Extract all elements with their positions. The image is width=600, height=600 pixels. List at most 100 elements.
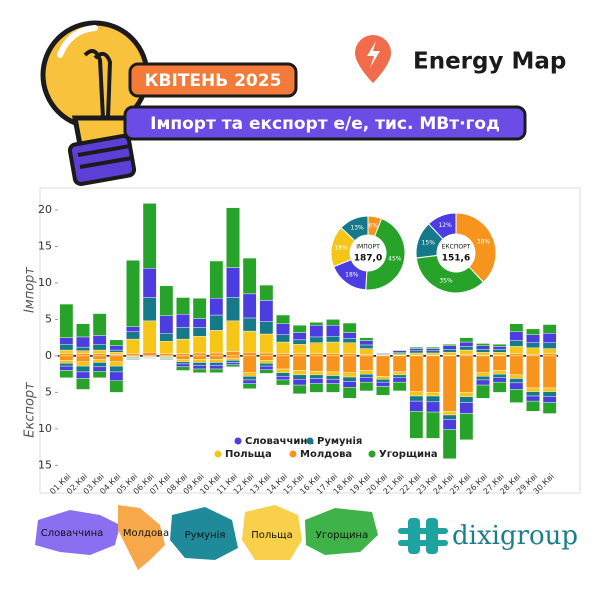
legend-swatch (214, 450, 222, 458)
bar-export (226, 364, 240, 368)
bar-export (109, 371, 124, 381)
bar-import (226, 351, 240, 357)
bar-import (442, 344, 457, 346)
bar-import (176, 327, 190, 340)
bar-export (326, 379, 340, 384)
bar-import (126, 260, 140, 327)
y-tick-label: 10 (38, 422, 52, 435)
bar-export (526, 400, 540, 412)
bulb-icon (40, 20, 150, 186)
bar-import (342, 338, 357, 343)
bar-import (259, 284, 274, 301)
brand: Energy Map (413, 49, 566, 75)
bar-import (142, 203, 157, 269)
donut-slice (455, 212, 497, 283)
bar-import (342, 332, 357, 339)
y-tick-label: 0 (45, 349, 52, 362)
bar-export (226, 355, 240, 359)
bar-export (276, 368, 290, 373)
map-label: Угорщина (316, 530, 368, 541)
bar-import (209, 298, 224, 316)
bar-export (209, 359, 224, 363)
bar-import (309, 336, 324, 343)
bar-import (76, 323, 90, 338)
bar-export (176, 361, 190, 365)
bar-export (326, 355, 340, 373)
bar-export (392, 355, 407, 373)
bar-import (359, 340, 374, 346)
bar-export (426, 392, 440, 397)
bar-import (59, 353, 74, 357)
bar-export (92, 362, 107, 368)
y-tick-label: 10 (38, 276, 52, 289)
legend-swatch (306, 437, 314, 445)
bar-export (526, 395, 540, 402)
donut-slice (365, 217, 406, 291)
donut-total: 187,0 (354, 254, 382, 264)
bar-export (242, 376, 257, 381)
bar-export (442, 411, 457, 416)
bar-import (542, 342, 557, 349)
bar-export (426, 395, 440, 403)
bar-export (92, 366, 107, 372)
bar-export (509, 374, 524, 379)
bar-import (359, 344, 374, 349)
bar-import (142, 352, 157, 357)
bar-export (542, 387, 557, 392)
donut-label: 13% (350, 224, 364, 231)
bar-export (59, 370, 74, 378)
bar-import (326, 353, 340, 357)
bar-export (326, 383, 340, 393)
y-label-export: Експорт (23, 382, 38, 438)
donut-label: 38% (477, 239, 491, 246)
brand-logo (355, 35, 391, 83)
bar-export (292, 374, 307, 380)
bar-export (209, 362, 224, 366)
bar-import (59, 344, 74, 351)
bar-import (92, 335, 107, 345)
bar-import (426, 350, 440, 354)
title-banner (123, 105, 527, 141)
bar-import (126, 326, 140, 333)
bar-export (292, 355, 307, 371)
bar-import (226, 267, 240, 298)
bar-export (309, 374, 324, 379)
bar-export (176, 355, 190, 360)
bar-export (192, 365, 207, 370)
bar-import (276, 353, 290, 357)
y-tick-label: 5 (45, 385, 52, 398)
bar-export (359, 377, 374, 383)
bar-import (459, 354, 474, 357)
bar-export (276, 372, 290, 377)
bar-export (292, 379, 307, 386)
bar-import (442, 349, 457, 353)
bar-export (309, 355, 324, 372)
bar-export (92, 355, 107, 360)
bar-import (176, 338, 190, 354)
bar-import (309, 342, 324, 354)
bar-export (226, 362, 240, 365)
month: КВІТЕНЬ 2025 (145, 71, 282, 91)
bar-export (392, 371, 407, 376)
bar-import (326, 319, 340, 326)
bar-export (76, 365, 90, 373)
bar-import (542, 348, 557, 354)
bar-export (459, 413, 474, 441)
bar-export (392, 377, 407, 383)
bar-import (309, 325, 324, 338)
bar-import (426, 352, 440, 356)
bar-export (259, 355, 274, 361)
bar-export (526, 355, 540, 389)
bar-export (76, 371, 90, 379)
bar-import (209, 260, 224, 299)
bar-export (109, 365, 124, 373)
bar-export (209, 355, 224, 360)
bar-import (142, 297, 157, 322)
bar-import (159, 315, 174, 334)
donut-title: ЕКСПОРТ (442, 244, 471, 251)
bar-export (359, 381, 374, 392)
y-label-import: Імпорт (23, 267, 38, 313)
bar-export (92, 359, 107, 363)
donut-label: 15% (422, 240, 436, 247)
y-tick-label: 15 (38, 458, 52, 471)
